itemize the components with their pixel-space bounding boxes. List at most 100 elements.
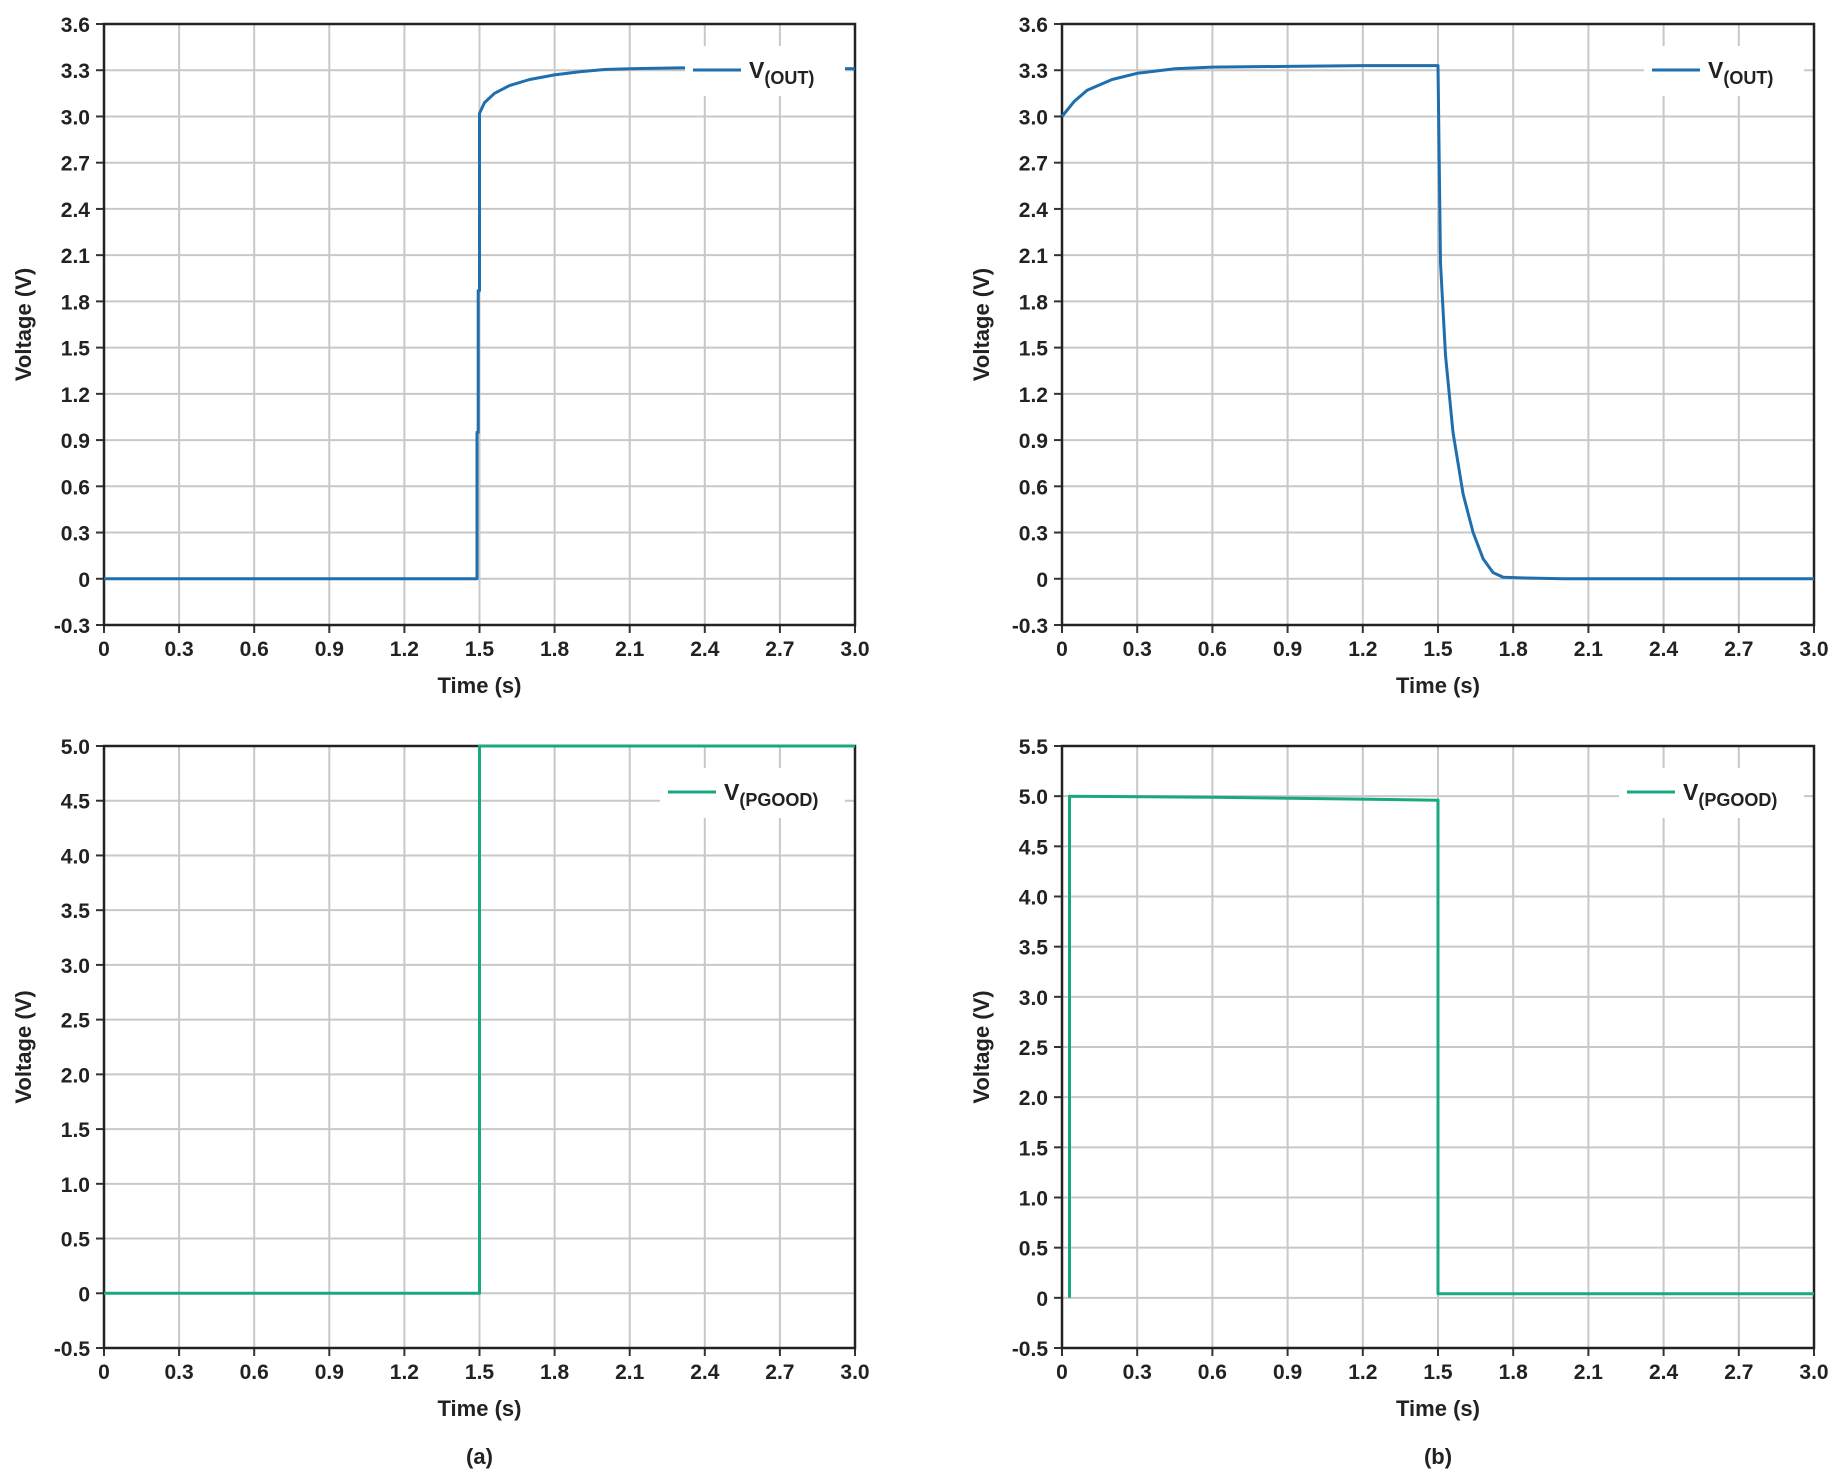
- y-tick-label: -0.5: [1012, 1338, 1049, 1361]
- x-tick-label: 1.5: [1423, 1361, 1453, 1384]
- x-tick-label: 0.9: [1273, 638, 1302, 661]
- y-tick-label: 0.3: [61, 523, 90, 546]
- y-tick-label: 3.6: [61, 14, 90, 37]
- y-tick-label: 5.0: [61, 736, 90, 759]
- x-tick-label: 0.3: [1123, 638, 1152, 661]
- y-tick-label: 0: [1036, 1288, 1048, 1311]
- x-tick-label: 0: [1056, 638, 1068, 661]
- x-tick-label: 1.8: [1499, 638, 1529, 661]
- y-tick-label: 1.0: [1019, 1188, 1048, 1211]
- y-axis-label: Voltage (V): [11, 268, 36, 381]
- x-axis-label: Time (s): [1396, 673, 1480, 698]
- x-tick-label: 1.2: [390, 1361, 419, 1384]
- legend-subscript: (OUT): [764, 68, 814, 88]
- y-tick-label: 0.5: [61, 1229, 91, 1252]
- x-tick-label: 2.1: [1574, 638, 1604, 661]
- y-tick-label: 2.4: [61, 199, 91, 222]
- y-tick-label: 0.9: [1019, 430, 1048, 453]
- x-tick-label: 0.9: [315, 638, 344, 661]
- y-axis-label: Voltage (V): [11, 990, 36, 1103]
- x-tick-label: 0.6: [240, 1361, 269, 1384]
- x-tick-label: 1.8: [540, 1361, 570, 1384]
- y-tick-label: 3.5: [61, 900, 91, 923]
- plot-frame: [102, 22, 857, 627]
- y-tick-label: 2.1: [61, 245, 91, 268]
- y-tick-label: 3.6: [1019, 14, 1048, 37]
- x-tick-label: 0: [98, 1361, 110, 1384]
- y-tick-label: 4.5: [61, 791, 91, 814]
- panel-label-1: (b): [1424, 1444, 1452, 1469]
- y-tick-label: 4.0: [61, 845, 90, 868]
- legend-label: V(PGOOD): [724, 779, 818, 810]
- y-tick-label: 1.0: [61, 1174, 90, 1197]
- y-tick-label: 1.5: [1019, 1137, 1049, 1160]
- y-tick-label: 0.3: [1019, 523, 1048, 546]
- y-tick-label: 2.1: [1019, 245, 1049, 268]
- x-tick-label: 1.5: [1423, 638, 1453, 661]
- y-tick-label: 3.3: [1019, 60, 1048, 83]
- x-tick-label: 3.0: [1799, 1361, 1828, 1384]
- y-tick-label: 0: [78, 569, 90, 592]
- y-tick-label: 0.9: [61, 430, 90, 453]
- y-tick-label: 1.8: [1019, 291, 1049, 314]
- y-tick-label: 2.0: [1019, 1087, 1048, 1110]
- y-tick-label: 2.0: [61, 1064, 90, 1087]
- x-tick-label: 1.8: [540, 638, 570, 661]
- y-tick-label: 1.8: [61, 291, 91, 314]
- x-tick-label: 3.0: [840, 1361, 869, 1384]
- series-line-0: [1060, 64, 1814, 581]
- y-tick-label: 3.5: [1019, 937, 1049, 960]
- y-tick-label: 0.6: [1019, 476, 1048, 499]
- y-tick-label: 2.5: [61, 1010, 91, 1033]
- chart-panel-0: 0 0.3 0.6 0.9 1.2 1.5 1.8 2.1 2.4 2.7 3.0 -0.3 0 0.3 0…: [11, 14, 870, 698]
- x-tick-label: 0.9: [1273, 1361, 1302, 1384]
- x-tick-label: 0: [1056, 1361, 1068, 1384]
- x-tick-label: 1.2: [390, 638, 419, 661]
- chart-panel-3: 0 0.3 0.6 0.9 1.2 1.5 1.8 2.1 2.4 2.7 3.0 -0.5 0 0.5 1…: [969, 736, 1829, 1421]
- y-tick-label: 3.0: [61, 955, 90, 978]
- x-tick-label: 0.3: [164, 1361, 193, 1384]
- y-tick-label: 2.7: [61, 153, 90, 176]
- y-tick-label: 5.5: [1019, 736, 1049, 759]
- y-tick-label: 1.5: [1019, 338, 1049, 361]
- y-axis-label: Voltage (V): [969, 990, 994, 1103]
- x-tick-label: 2.7: [765, 638, 794, 661]
- y-tick-label: -0.3: [54, 615, 90, 638]
- x-tick-label: 0: [98, 638, 110, 661]
- x-tick-label: 0.6: [1198, 1361, 1227, 1384]
- x-tick-label: 2.4: [690, 638, 720, 661]
- y-tick-label: 1.2: [1019, 384, 1048, 407]
- y-tick-label: 1.5: [61, 338, 91, 361]
- y-tick-label: 3.3: [61, 60, 90, 83]
- x-tick-label: 1.5: [465, 1361, 495, 1384]
- x-axis-label: Time (s): [438, 673, 522, 698]
- series-line-0: [104, 744, 855, 1295]
- x-tick-label: 2.7: [765, 1361, 794, 1384]
- y-tick-label: 3.0: [61, 106, 90, 129]
- plot-frame: [1060, 744, 1816, 1350]
- legend-label: V(PGOOD): [1683, 779, 1777, 810]
- panel-label-0: (a): [466, 1444, 493, 1469]
- legend-name: V: [749, 57, 765, 83]
- y-tick-label: 0: [1036, 569, 1048, 592]
- y-tick-label: 3.0: [1019, 987, 1048, 1010]
- legend-label: V(OUT): [749, 57, 814, 88]
- x-tick-label: 2.4: [690, 1361, 720, 1384]
- x-tick-label: 2.7: [1724, 638, 1753, 661]
- y-tick-label: 5.0: [1019, 786, 1048, 809]
- y-tick-label: 0.5: [1019, 1238, 1049, 1261]
- y-tick-label: -0.3: [1012, 615, 1048, 638]
- x-tick-label: 0.3: [164, 638, 193, 661]
- legend-subscript: (OUT): [1723, 68, 1773, 88]
- y-axis-label: Voltage (V): [969, 268, 994, 381]
- x-tick-label: 0.9: [315, 1361, 344, 1384]
- y-tick-label: 4.0: [1019, 887, 1048, 910]
- chart-panel-1: 0 0.3 0.6 0.9 1.2 1.5 1.8 2.1 2.4 2.7 3.0 -0.3 0 0.3 0…: [969, 14, 1829, 698]
- chart-panel-2: 0 0.3 0.6 0.9 1.2 1.5 1.8 2.1 2.4 2.7 3.0 -0.5 0 0.5 1…: [11, 736, 870, 1421]
- legend-subscript: (PGOOD): [1698, 790, 1777, 810]
- x-tick-label: 3.0: [840, 638, 869, 661]
- x-tick-label: 2.1: [1574, 1361, 1604, 1384]
- legend-name: V: [1683, 779, 1699, 805]
- x-tick-label: 2.4: [1649, 1361, 1679, 1384]
